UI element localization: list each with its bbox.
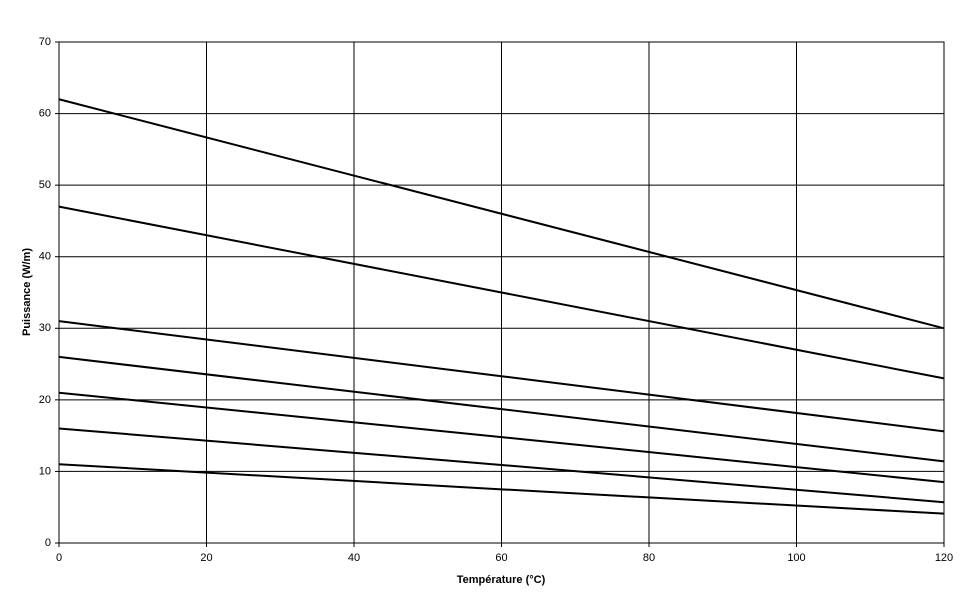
y-tick-label: 30 <box>39 322 51 334</box>
x-tick-label: 120 <box>935 552 953 564</box>
x-axis-title: Température (°C) <box>457 574 546 586</box>
series-line <box>58 463 945 515</box>
y-tick-label: 40 <box>39 251 51 263</box>
y-tick-label: 10 <box>39 465 51 477</box>
series-line <box>58 355 945 463</box>
series-line <box>58 320 945 433</box>
y-axis-title: Puissance (W/m) <box>21 248 33 336</box>
y-tick-label: 50 <box>39 179 51 191</box>
series-line <box>58 427 945 504</box>
x-tick-label: 80 <box>643 552 655 564</box>
x-tick-label: 40 <box>348 552 360 564</box>
series-line <box>58 205 945 380</box>
series-line <box>58 98 945 330</box>
series-line <box>58 391 945 484</box>
x-tick-label: 0 <box>56 552 62 564</box>
x-tick-label: 20 <box>200 552 212 564</box>
y-tick-label: 60 <box>39 107 51 119</box>
x-tick-label: 100 <box>787 552 805 564</box>
x-tick-label: 60 <box>495 552 507 564</box>
y-tick-label: 20 <box>39 394 51 406</box>
y-tick-label: 0 <box>45 537 51 549</box>
y-tick-label: 70 <box>39 36 51 48</box>
